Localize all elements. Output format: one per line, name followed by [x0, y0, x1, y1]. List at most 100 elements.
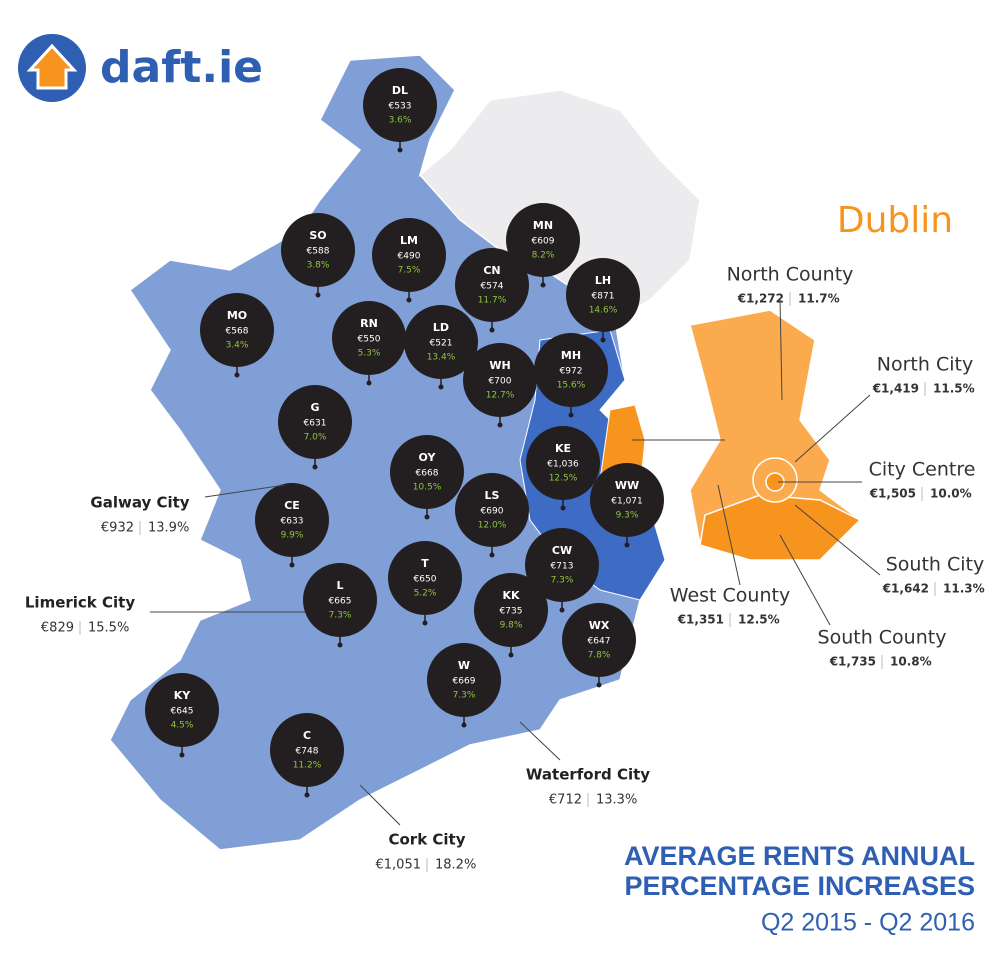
- county-marker: [404, 305, 478, 379]
- place-rent: €829: [41, 621, 74, 636]
- leader: [204, 484, 286, 498]
- county-rent: €490: [398, 252, 421, 262]
- place-rent: €712: [549, 793, 582, 808]
- county-marker: [390, 435, 464, 509]
- place-name: Waterford City: [526, 766, 650, 784]
- county-rent: €735: [500, 607, 523, 617]
- place-change: 12.5%: [738, 613, 780, 627]
- county-rent: €631: [304, 419, 327, 429]
- county-change: 5.3%: [358, 349, 381, 359]
- county-change: 4.5%: [171, 721, 194, 731]
- place-name: South City: [886, 554, 985, 576]
- county-change: 3.4%: [226, 341, 249, 351]
- county-change: 7.3%: [329, 611, 352, 621]
- place-change: 13.9%: [148, 521, 189, 536]
- place-change: 11.5%: [933, 382, 975, 396]
- pin-dot: [234, 372, 240, 378]
- county-code: C: [303, 729, 311, 742]
- place-change: 18.2%: [435, 858, 476, 873]
- place-change: 11.7%: [798, 292, 840, 306]
- place-name: Cork City: [388, 831, 465, 849]
- pin-dot: [596, 682, 602, 688]
- county-rent: €647: [588, 637, 611, 647]
- county-code: WH: [489, 359, 510, 372]
- county-change: 3.6%: [389, 116, 412, 126]
- county-code: T: [421, 557, 429, 570]
- pin-dot: [312, 464, 318, 470]
- county-marker: [255, 483, 329, 557]
- county-rent: €871: [592, 292, 615, 302]
- pin-dot: [568, 412, 574, 418]
- place-change: 10.0%: [930, 487, 972, 501]
- place-change: 13.3%: [596, 793, 637, 808]
- county-marker: [427, 643, 501, 717]
- pin-dot: [489, 327, 495, 333]
- pin-dot: [179, 752, 185, 758]
- county-marker: [562, 603, 636, 677]
- county-marker: [278, 385, 352, 459]
- place-rent: €1,642: [882, 582, 929, 596]
- county-marker: [525, 528, 599, 602]
- pin-dot: [304, 792, 310, 798]
- place-change: 10.8%: [890, 655, 932, 669]
- place-name: West County: [670, 585, 790, 607]
- county-change: 7.3%: [453, 691, 476, 701]
- county-code: KK: [502, 589, 520, 602]
- pin-dot: [406, 297, 412, 303]
- county-code: SO: [309, 229, 326, 242]
- footer-line1: AVERAGE RENTS ANNUAL: [624, 841, 975, 871]
- place-rent: €1,351: [677, 613, 724, 627]
- county-marker: [506, 203, 580, 277]
- county-marker: [566, 258, 640, 332]
- county-rent: €972: [560, 367, 583, 377]
- county-marker: [270, 713, 344, 787]
- map: [109, 54, 862, 851]
- county-rent: €690: [481, 507, 504, 517]
- county-rent: €633: [281, 517, 304, 527]
- place-name: Limerick City: [25, 594, 135, 612]
- county-rent: €609: [532, 237, 555, 247]
- pin-dot: [461, 722, 467, 728]
- place-rent: €1,051: [376, 858, 422, 873]
- county-marker: [455, 248, 529, 322]
- leader: [794, 504, 881, 576]
- place-name: City Centre: [869, 459, 976, 481]
- county-change: 3.8%: [307, 261, 330, 271]
- county-code: MO: [227, 309, 247, 322]
- county-rent: €1,036: [547, 460, 579, 470]
- pin-dot: [624, 542, 630, 548]
- county-change: 7.3%: [551, 576, 574, 586]
- county-code: MH: [561, 349, 581, 362]
- county-change: 9.9%: [281, 531, 304, 541]
- logo-text: daft.ie: [100, 42, 263, 93]
- county-marker: [281, 213, 355, 287]
- county-code: L: [336, 579, 343, 592]
- county-code: KE: [555, 442, 571, 455]
- county-rent: €668: [416, 469, 439, 479]
- pin-dot: [600, 337, 606, 343]
- place-name: South County: [818, 627, 947, 649]
- place-change: 15.5%: [88, 621, 129, 636]
- county-code: LS: [485, 489, 500, 502]
- leader: [779, 534, 831, 626]
- county-rent: €650: [414, 575, 437, 585]
- pin-dot: [508, 652, 514, 658]
- dublin-title: Dublin: [837, 200, 953, 241]
- place-rent: €1,505: [869, 487, 916, 501]
- county-code: G: [310, 401, 319, 414]
- county-rent: €550: [358, 335, 381, 345]
- county-code: W: [458, 659, 470, 672]
- county-rent: €568: [226, 327, 249, 337]
- county-marker: [200, 293, 274, 367]
- county-change: 11.7%: [478, 296, 507, 306]
- county-rent: €645: [171, 707, 194, 717]
- place-name: North County: [727, 264, 854, 286]
- county-code: CW: [552, 544, 572, 557]
- place-change: 11.3%: [943, 582, 985, 596]
- county-code: RN: [360, 317, 378, 330]
- pin-dot: [424, 514, 430, 520]
- leader: [717, 484, 741, 586]
- pin-dot: [397, 147, 403, 153]
- leader: [794, 394, 871, 463]
- pin-dot: [289, 562, 295, 568]
